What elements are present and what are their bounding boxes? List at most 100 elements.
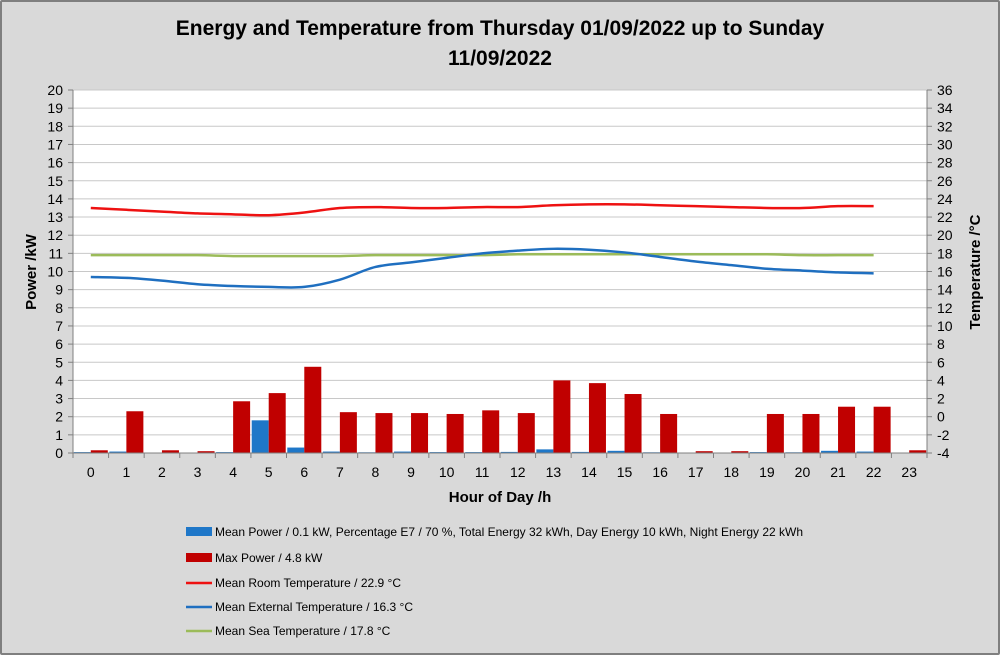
x-tick-label: 4 (229, 464, 237, 480)
x-tick-label: 0 (87, 464, 95, 480)
y-right-tick-label: 32 (937, 118, 953, 134)
y-left-tick-label: 18 (47, 118, 63, 134)
x-tick-label: 12 (510, 464, 526, 480)
y-right-tick-label: 2 (937, 391, 945, 407)
y-left-tick-label: 1 (55, 427, 63, 443)
bar-max-power (482, 410, 500, 453)
bar-max-power (375, 413, 393, 453)
y-left-tick-label: 4 (55, 372, 63, 388)
y-right-tick-label: 30 (937, 136, 953, 152)
y-right-tick-label: 14 (937, 282, 953, 298)
y-left-tick-label: 20 (47, 82, 63, 98)
bar-mean-power (394, 451, 412, 453)
x-tick-label: 21 (830, 464, 846, 480)
x-tick-label: 9 (407, 464, 415, 480)
bar-mean-power (322, 451, 340, 453)
bar-max-power (197, 451, 215, 453)
y-right-tick-label: 18 (937, 245, 953, 261)
y-left-tick-label: 2 (55, 409, 63, 425)
bar-mean-power (287, 447, 305, 453)
y-left-tick-label: 0 (55, 445, 63, 461)
y-axis-left-title: Power /kW (23, 233, 40, 310)
x-tick-label: 1 (122, 464, 130, 480)
bar-mean-power (500, 451, 518, 453)
y-left-tick-label: 11 (48, 245, 63, 261)
axes: 01234567891011121314151617181920-4-20246… (47, 82, 952, 480)
sea-temperature-line (90, 252, 874, 258)
y-right-tick-label: 12 (937, 300, 953, 316)
y-left-tick-label: 9 (55, 282, 63, 298)
bar-max-power (268, 393, 286, 453)
bar-max-power (873, 406, 891, 453)
y-left-tick-label: 16 (47, 155, 63, 171)
bar-max-power (517, 413, 535, 453)
bar-mean-power (607, 450, 625, 453)
y-left-tick-label: 3 (55, 391, 63, 407)
bar-max-power (446, 413, 464, 453)
y-left-tick-label: 10 (47, 264, 63, 280)
external-temperature-line (90, 247, 874, 289)
bar-max-power (695, 451, 713, 453)
bar-max-power (624, 394, 642, 453)
y-right-tick-label: 20 (937, 227, 953, 243)
bar-max-power (553, 380, 571, 453)
bar-series-group (73, 366, 927, 453)
y-right-tick-label: -2 (937, 427, 950, 443)
x-tick-label: 5 (265, 464, 273, 480)
y-left-tick-label: 12 (47, 227, 63, 243)
legend-max-power-label: Max Power / 4.8 kW (215, 551, 323, 565)
bar-max-power (731, 451, 749, 453)
y-left-tick-label: 14 (47, 191, 63, 207)
x-tick-label: 17 (688, 464, 704, 480)
x-tick-label: 11 (475, 464, 490, 480)
x-tick-label: 23 (901, 464, 917, 480)
y-right-tick-label: 28 (937, 155, 953, 171)
bar-max-power (90, 450, 108, 453)
bar-mean-power (856, 451, 874, 453)
bar-max-power (909, 450, 927, 453)
x-tick-label: 19 (759, 464, 775, 480)
bar-max-power (838, 406, 856, 453)
bar-max-power (588, 383, 606, 453)
y-left-tick-label: 7 (55, 318, 63, 334)
y-left-tick-label: 6 (55, 336, 63, 352)
bar-mean-power (251, 420, 269, 453)
legend-external-temperature-label: Mean External Temperature / 16.3 °C (215, 600, 413, 614)
bar-max-power (233, 401, 251, 453)
bar-mean-power (571, 451, 589, 453)
x-tick-label: 6 (300, 464, 308, 480)
bar-max-power (766, 413, 784, 453)
y-right-tick-label: 10 (937, 318, 953, 334)
x-tick-label: 18 (724, 464, 740, 480)
y-right-tick-label: 26 (937, 173, 953, 189)
bar-max-power (411, 413, 429, 453)
y-axis-right-title: Temperature /°C (967, 214, 984, 329)
y-right-tick-label: -4 (937, 445, 950, 461)
bar-max-power (339, 412, 357, 453)
y-right-tick-label: 4 (937, 372, 945, 388)
y-right-tick-label: 8 (937, 336, 945, 352)
x-tick-label: 8 (372, 464, 380, 480)
x-tick-label: 3 (194, 464, 202, 480)
bar-mean-power (536, 449, 554, 453)
x-tick-label: 22 (866, 464, 882, 480)
chart-title-line2: 11/09/2022 (448, 47, 552, 70)
y-right-tick-label: 34 (937, 100, 953, 116)
x-tick-label: 10 (439, 464, 455, 480)
bar-max-power (802, 413, 820, 453)
y-right-tick-label: 36 (937, 82, 953, 98)
legend-sea-temperature-label: Mean Sea Temperature / 17.8 °C (215, 624, 391, 638)
x-tick-label: 15 (617, 464, 633, 480)
bar-max-power (660, 413, 678, 453)
x-tick-label: 20 (795, 464, 811, 480)
x-tick-label: 2 (158, 464, 166, 480)
x-axis-title: Hour of Day /h (449, 489, 552, 506)
legend-mean-power-label: Mean Power / 0.1 kW, Percentage E7 / 70 … (215, 525, 803, 539)
bar-mean-power (821, 450, 839, 453)
y-right-tick-label: 24 (937, 191, 953, 207)
y-left-tick-label: 17 (47, 136, 63, 152)
chart-title-line1: Energy and Temperature from Thursday 01/… (176, 17, 825, 40)
room-temperature-line (90, 202, 874, 217)
y-left-tick-label: 13 (47, 209, 63, 225)
